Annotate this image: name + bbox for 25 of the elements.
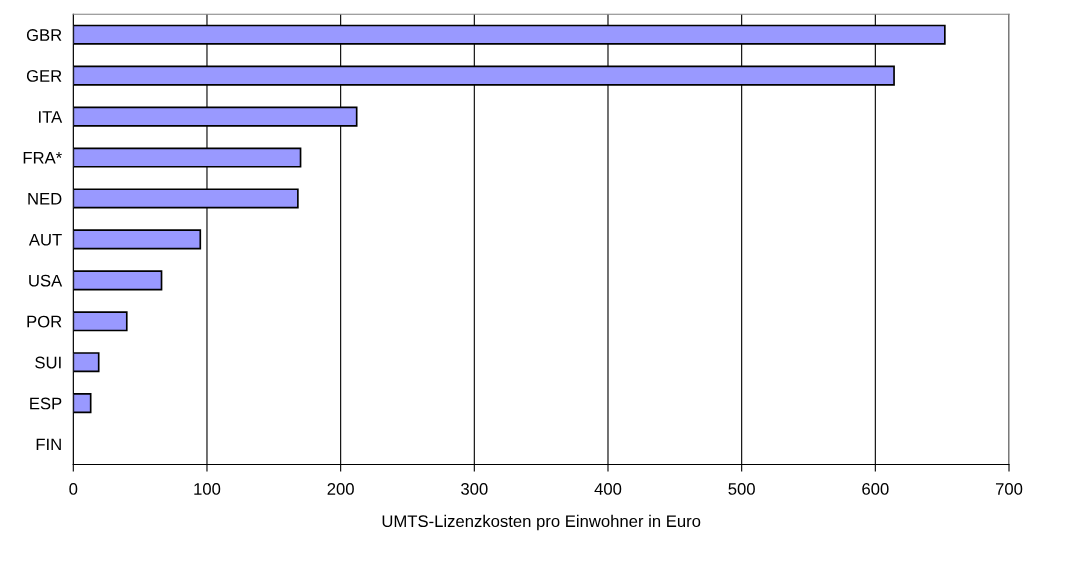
y-tick-label: SUI bbox=[35, 356, 61, 369]
x-axis-title: UMTS-Lizenzkosten pro Einwohner in Euro bbox=[382, 514, 701, 531]
x-tick-label: 100 bbox=[194, 483, 221, 495]
y-tick-label: POR bbox=[27, 315, 62, 328]
y-tick-label: FRA* bbox=[23, 152, 62, 164]
bar bbox=[73, 229, 202, 250]
x-tick-label: 300 bbox=[461, 483, 488, 495]
bar bbox=[73, 393, 92, 414]
x-tick-label: 400 bbox=[594, 483, 622, 495]
x-tick-label: 0 bbox=[69, 483, 78, 495]
y-tick-label: ITA bbox=[39, 111, 63, 123]
x-tick-label: 700 bbox=[995, 483, 1023, 495]
y-tick-label: GER bbox=[26, 70, 62, 82]
y-tick-label: USA bbox=[29, 274, 63, 287]
y-tick-label: GBR bbox=[26, 29, 62, 41]
x-tick-label: 600 bbox=[862, 483, 889, 495]
y-tick-label: AUT bbox=[28, 233, 62, 246]
bar bbox=[73, 270, 163, 291]
x-tick-label: 500 bbox=[728, 483, 755, 495]
y-tick-label: ESP bbox=[30, 397, 62, 410]
bar bbox=[73, 311, 128, 332]
bar bbox=[73, 352, 100, 373]
x-tick-label: 200 bbox=[327, 483, 354, 495]
y-tick-label: FIN bbox=[36, 438, 61, 451]
y-tick-label: NED bbox=[28, 193, 62, 205]
